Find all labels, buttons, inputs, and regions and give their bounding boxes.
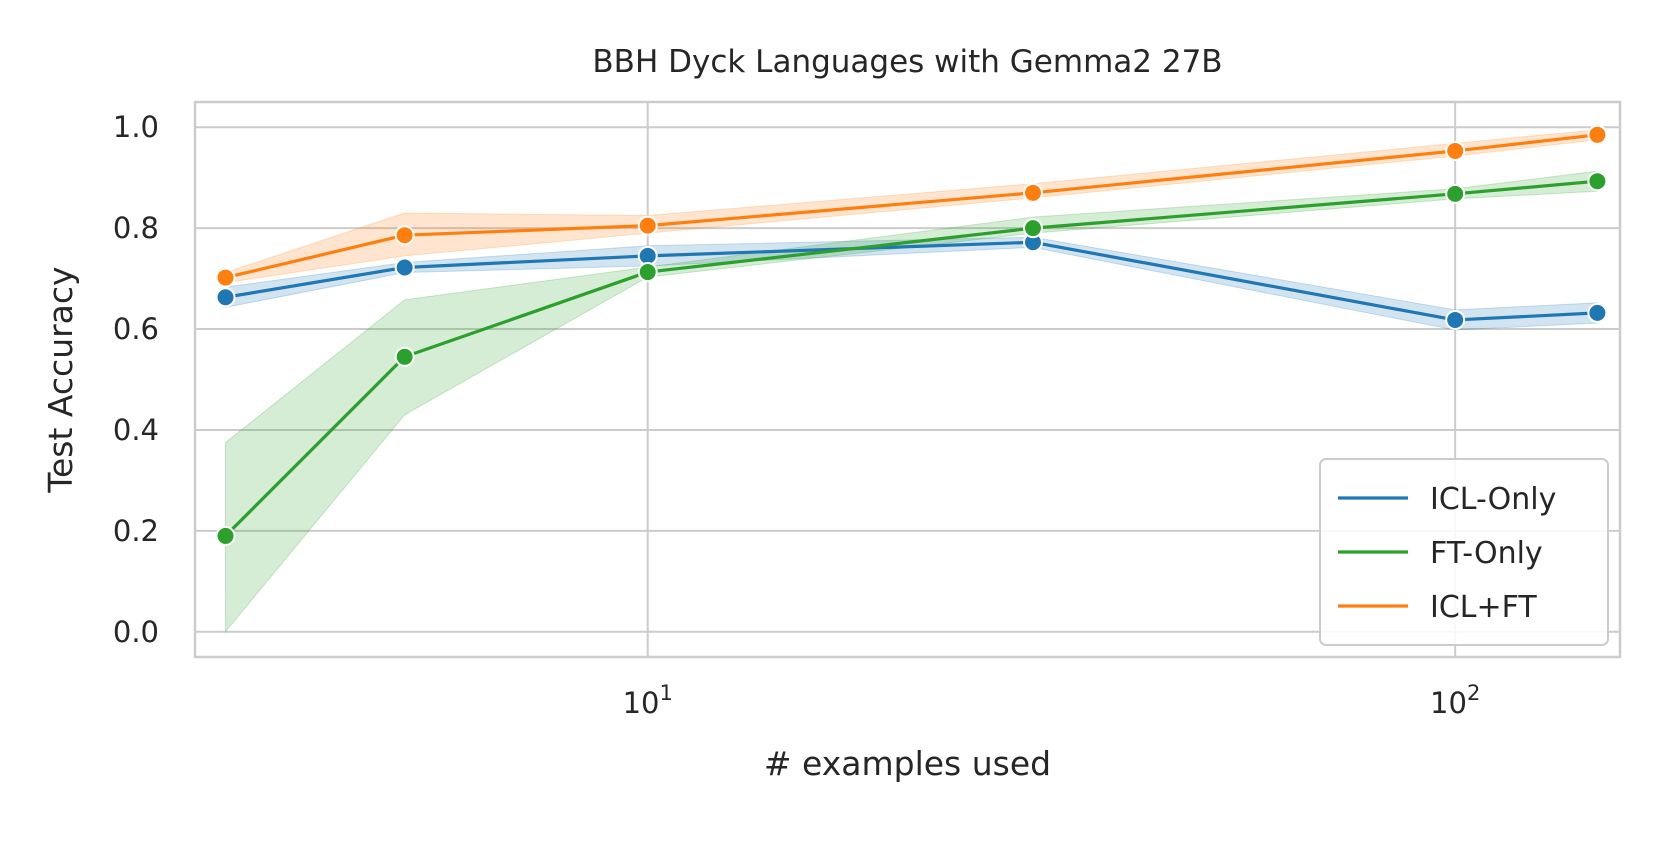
series-points (215, 124, 1608, 546)
y-tick-label: 0.8 (113, 211, 159, 245)
legend-label: FT-Only (1430, 536, 1543, 571)
data-point (394, 225, 415, 246)
series-line-2 (225, 133, 1598, 280)
y-tick-label: 0.4 (113, 413, 159, 447)
data-point (1022, 182, 1043, 203)
data-point (637, 262, 658, 283)
data-point (1587, 302, 1608, 323)
data-point (215, 525, 236, 546)
data-point (1587, 124, 1608, 145)
chart-title: BBH Dyck Languages with Gemma2 27B (592, 44, 1222, 80)
data-point (637, 215, 658, 236)
x-tick-exponent: 2 (1467, 681, 1480, 705)
legend-label: ICL+FT (1430, 590, 1537, 625)
y-tick-label: 0.2 (113, 514, 159, 548)
x-tick-base: 10 (623, 686, 660, 720)
data-point (1587, 171, 1608, 192)
data-point (394, 346, 415, 367)
data-point (394, 257, 415, 278)
data-point (1022, 218, 1043, 239)
legend-box (1319, 458, 1609, 646)
x-tick-label: 101 (623, 681, 673, 720)
legend-label: ICL-Only (1430, 482, 1556, 517)
x-tick-exponent: 1 (659, 681, 672, 705)
legend: ICL-Only FT-Only ICL+FT (1319, 458, 1609, 646)
data-point (215, 287, 236, 308)
data-point (215, 267, 236, 288)
series-lines (224, 133, 1598, 538)
y-tick-label: 0.0 (113, 615, 159, 649)
x-tick-base: 10 (1430, 686, 1467, 720)
x-tick-label: 102 (1430, 681, 1480, 720)
y-tick-label: 0.6 (113, 312, 159, 346)
series-line-1 (224, 179, 1598, 538)
data-point (1445, 140, 1466, 161)
plot-frame (193, 100, 1622, 659)
data-point (1445, 309, 1466, 330)
data-point (1445, 183, 1466, 204)
y-tick-label: 1.0 (113, 110, 159, 144)
x-axis-label: # examples used (764, 744, 1051, 783)
y-axis-label: Test Accuracy (41, 266, 80, 493)
